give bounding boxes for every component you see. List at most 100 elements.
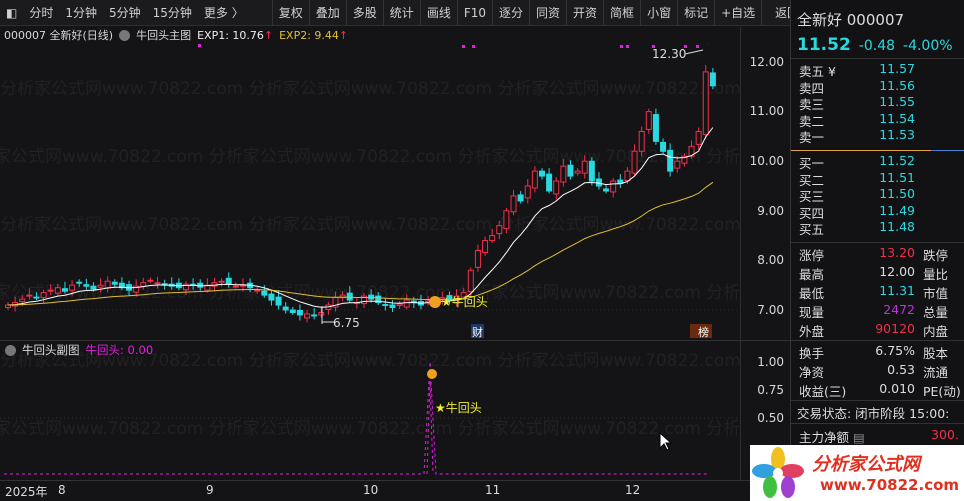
row-value: 0.010: [879, 381, 915, 396]
btn-fuquan[interactable]: 复权: [271, 0, 309, 26]
quote-row: 卖一 11.53: [799, 127, 964, 145]
candle: [539, 168, 545, 180]
main-chart[interactable]: 12.30 6.75 ★牛回头 财 榜 ◇: [0, 44, 740, 340]
row-value: 90120: [875, 321, 915, 336]
candle: [261, 285, 268, 298]
list-icon[interactable]: ▤: [853, 430, 865, 445]
row-label: 净资: [799, 365, 825, 380]
candle: [403, 294, 410, 310]
candle: [531, 166, 538, 193]
watermark-text: 分析家公式网www.70822.com 分析家公式网www.70822.com …: [0, 147, 740, 167]
candle: [517, 190, 524, 204]
period-5min[interactable]: 5分钟: [109, 6, 141, 20]
candle: [474, 244, 481, 272]
btn-multi[interactable]: 多股: [345, 0, 383, 26]
candle: [667, 143, 674, 177]
book-divider: [791, 150, 931, 151]
btn-mark[interactable]: 标记: [677, 0, 714, 26]
signal-dots: [198, 44, 699, 48]
btn-draw[interactable]: 画线: [419, 0, 457, 26]
watermark-text: 分析家公式网www.70822.com 分析家公式网www.70822.com …: [0, 351, 740, 371]
y-tick: 11.00: [749, 104, 784, 118]
candle: [325, 302, 332, 315]
up-arrow-icon: ↑: [338, 28, 349, 42]
candle: [417, 294, 424, 310]
quote-row: 换手 6.75% 股本: [799, 343, 964, 361]
quote-row: 买一 11.52: [799, 153, 964, 171]
panel-toggle-icon[interactable]: ◧: [6, 5, 18, 20]
period-15min[interactable]: 15分钟: [152, 6, 192, 20]
indicator-dropdown-icon[interactable]: [119, 29, 131, 41]
exp1-value: EXP1: 10.76↑: [197, 29, 273, 42]
row-value: 2472: [883, 302, 915, 317]
row-label: 卖二: [799, 113, 825, 129]
candle: [332, 291, 339, 312]
candle: [311, 308, 318, 320]
candle: [588, 157, 595, 186]
row-label-2: 股本: [923, 346, 949, 361]
btn-tongzi[interactable]: 同资: [529, 0, 566, 26]
quote-row: 买三 11.50: [799, 186, 964, 204]
exp2-line: [7, 181, 714, 306]
quote-row: 卖三 11.55: [799, 94, 964, 112]
candle: [282, 302, 289, 314]
exp2-value: EXP2: 9.44↑: [279, 29, 348, 42]
btn-add-watchlist[interactable]: +自选: [714, 0, 761, 26]
candle: [382, 297, 389, 311]
btn-zhufen[interactable]: 逐分: [492, 0, 529, 26]
period-intraday[interactable]: 分时: [29, 6, 54, 20]
btn-kaizi[interactable]: 开资: [566, 0, 603, 26]
main-net-value: 300.: [931, 427, 959, 442]
main-net-text: 主力净额: [799, 430, 850, 445]
sub-chart-value: 牛回头: 0.00: [85, 343, 154, 357]
candle: [467, 267, 474, 298]
main-y-axis: 12.00 11.00 10.00 9.00 8.00 7.00: [740, 27, 790, 340]
candle: [61, 281, 68, 294]
row-value: 0.53: [887, 362, 915, 377]
row-label-2: 量比: [923, 267, 949, 282]
candle: [702, 64, 709, 139]
indicator-dropdown-icon[interactable]: [5, 344, 16, 356]
high-label: 12.30: [652, 47, 686, 61]
sub-chart-title[interactable]: 牛回头副图: [22, 343, 80, 357]
candle: [361, 293, 367, 309]
btn-overlay[interactable]: 叠加: [308, 0, 346, 26]
sub-chart-header: 牛回头副图 牛回头: 0.00: [5, 342, 153, 358]
row-value: 11.48: [879, 219, 915, 234]
row-label: 买三: [799, 189, 825, 204]
last-price: 11.52: [797, 35, 851, 55]
candle: [695, 127, 702, 150]
row-label-2: 内盘: [923, 324, 949, 339]
candle: [560, 159, 567, 187]
candle: [97, 278, 104, 293]
row-value: 11.55: [879, 94, 915, 109]
btn-small-window[interactable]: 小窗: [640, 0, 677, 26]
row-label: 卖四: [799, 80, 825, 96]
toolbar: ◧ 分时 1分钟 5分钟 15分钟 更多 〉 复权 叠加 多股 统计 画线 F1…: [0, 0, 799, 26]
indicator-name[interactable]: 牛回头主图: [136, 29, 192, 42]
row-label: 外盘: [799, 324, 825, 339]
mouse-cursor-icon: [659, 432, 673, 451]
btn-jiankuang[interactable]: 简框: [603, 0, 640, 26]
btn-f10[interactable]: F10: [456, 0, 492, 26]
btn-stats[interactable]: 统计: [382, 0, 420, 26]
row-value: 11.53: [879, 127, 915, 142]
row-label: 买一: [799, 156, 825, 171]
period-more[interactable]: 更多 〉: [203, 6, 244, 20]
month-label: 9: [206, 483, 214, 497]
candle: [681, 153, 688, 167]
candle: [503, 207, 510, 234]
candle: [190, 278, 197, 290]
sub-chart[interactable]: ★牛回头: [0, 341, 740, 480]
quote-row: 最低 11.31 市值: [799, 283, 964, 301]
candle: [197, 279, 204, 291]
time-axis: 2025年 8 9 10 11 12: [0, 480, 790, 501]
finance-badge: [471, 324, 484, 338]
quote-row: 买四 11.49: [799, 203, 964, 221]
y-tick: 12.00: [749, 55, 784, 69]
main-chart-info: 000007 全新好(日线) 牛回头主图 EXP1: 10.76↑ EXP2: …: [0, 27, 348, 43]
period-1min[interactable]: 1分钟: [65, 6, 97, 20]
row-label: 卖三: [799, 97, 825, 112]
candle: [489, 228, 496, 244]
row-label: 换手: [799, 346, 825, 361]
